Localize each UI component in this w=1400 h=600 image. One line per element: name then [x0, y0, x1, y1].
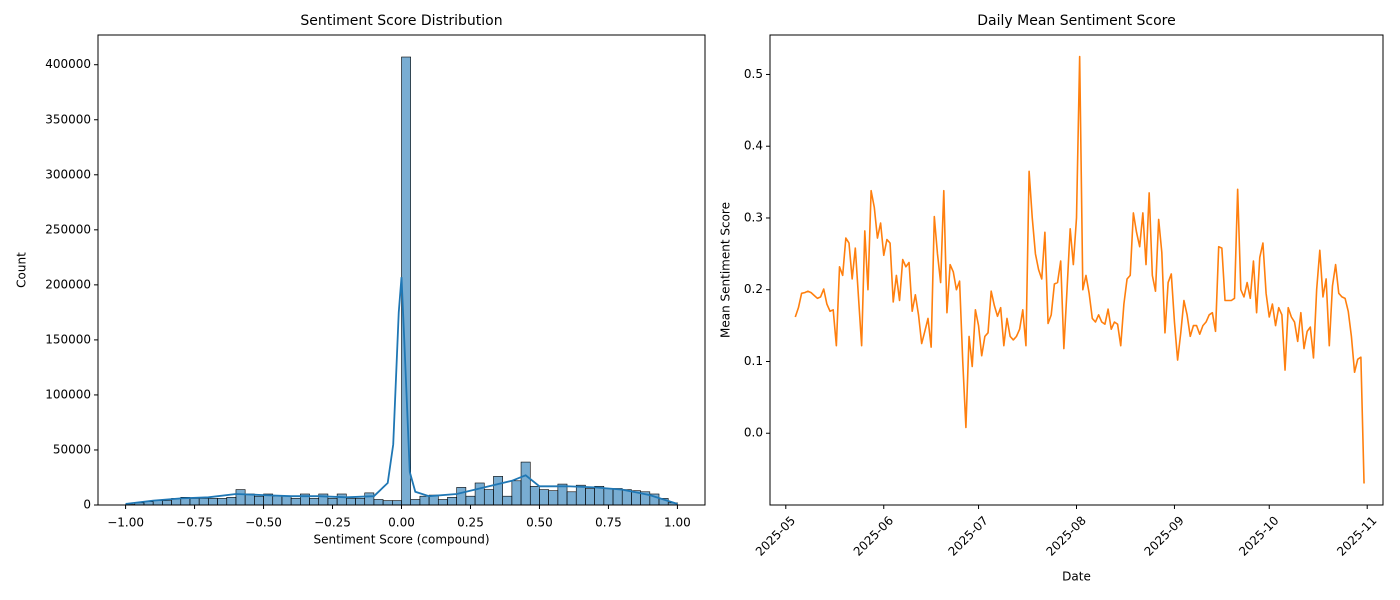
hist-bar — [336, 493, 347, 506]
hist-bar — [410, 499, 421, 506]
hist-bar — [382, 500, 393, 506]
y-tick-label: 250000 — [45, 222, 91, 236]
x-tick-label: −0.25 — [314, 516, 351, 530]
hist-bar — [447, 496, 457, 506]
line-series — [794, 55, 1365, 484]
kde-line — [125, 277, 678, 505]
y-tick-label: 200000 — [45, 277, 91, 291]
hist-bar — [575, 484, 586, 506]
hist-bar — [603, 488, 614, 506]
x-axis-label: Date — [1062, 570, 1091, 584]
hist-bar — [529, 485, 540, 506]
hist-bar — [355, 498, 366, 506]
hist-bar — [502, 495, 513, 506]
hist-bar — [198, 498, 209, 506]
y-tick-label: 0.3 — [744, 210, 763, 224]
hist-bar — [557, 483, 568, 506]
hist-bar — [483, 489, 494, 506]
hist-bar — [511, 480, 522, 506]
subplot: Sentiment Score Distribution Sentiment Sc… — [15, 13, 706, 547]
x-tick-label: 2025-07 — [946, 513, 991, 558]
hist-bar — [419, 495, 430, 506]
y-tick-label: 350000 — [45, 112, 91, 126]
x-tick-label: −0.50 — [245, 516, 282, 530]
y-tick-label: 0 — [83, 498, 91, 512]
y-tick-label: 0.4 — [744, 139, 763, 153]
hist-bar — [474, 482, 485, 506]
hist-bar — [392, 500, 402, 506]
hist-bar — [364, 492, 375, 506]
hist-bar — [401, 56, 411, 506]
chart-title: Daily Mean Sentiment Score — [977, 13, 1176, 29]
hist-bar — [520, 461, 531, 506]
subplot: Daily Mean Sentiment Score Date Mean Senti… — [719, 13, 1384, 584]
x-tick-label: 0.50 — [526, 516, 553, 530]
hist-bar — [465, 495, 476, 506]
hist-bar — [585, 488, 595, 506]
x-tick-label: 1.00 — [664, 516, 691, 530]
y-tick-label: 0.2 — [744, 282, 763, 296]
hist-bar — [254, 495, 264, 506]
y-tick-label: 0.1 — [744, 354, 763, 368]
y-tick-label: 400000 — [45, 57, 91, 71]
x-tick-label: −0.75 — [176, 516, 213, 530]
hist-bar — [290, 498, 301, 506]
x-tick-label: 2025-08 — [1043, 513, 1088, 558]
hist-bar — [235, 489, 246, 506]
hist-bar — [244, 493, 255, 506]
x-tick-label: −1.00 — [107, 516, 144, 530]
y-axis-label: Mean Sentiment Score — [719, 202, 733, 338]
hist-bar — [437, 499, 448, 506]
y-tick-label: 100000 — [45, 387, 91, 401]
y-tick-label: 0.0 — [744, 426, 763, 440]
axes-frame — [97, 34, 706, 506]
x-axis-label: Sentiment Score (compound) — [313, 533, 489, 547]
axes-frame — [769, 34, 1384, 506]
x-tick-label: 2025-06 — [851, 513, 896, 558]
hist-bar — [548, 490, 559, 506]
chart-title: Sentiment Score Distribution — [300, 13, 502, 29]
y-tick-label: 0.5 — [744, 67, 763, 81]
hist-bar — [272, 495, 283, 506]
x-tick-label: 2025-11 — [1334, 513, 1379, 558]
hist-bar — [189, 498, 200, 506]
hist-bar — [594, 485, 605, 506]
hist-bar — [281, 495, 292, 506]
hist-bar — [373, 499, 384, 506]
y-tick-label: 150000 — [45, 332, 91, 346]
hist-bar — [208, 498, 218, 506]
hist-bar — [493, 476, 503, 506]
x-tick-label: 2025-10 — [1236, 513, 1281, 558]
hist-bar — [612, 488, 623, 506]
y-axis-label: Count — [15, 252, 29, 288]
hist-bar — [539, 489, 549, 506]
y-tick-label: 300000 — [45, 167, 91, 181]
hist-bar — [566, 491, 577, 506]
hist-bar — [226, 496, 237, 506]
x-tick-label: 2025-09 — [1141, 513, 1186, 558]
hist-bar — [162, 500, 172, 506]
x-tick-label: 0.00 — [388, 516, 415, 530]
x-tick-label: 0.25 — [457, 516, 484, 530]
y-tick-label: 50000 — [53, 442, 91, 456]
x-tick-label: 2025-05 — [753, 513, 798, 558]
hist-bar — [456, 487, 467, 506]
hist-bar — [309, 498, 320, 506]
x-tick-label: 0.75 — [595, 516, 622, 530]
hist-bar — [346, 498, 356, 506]
hist-bar — [217, 498, 228, 506]
hist-bar — [327, 498, 338, 506]
